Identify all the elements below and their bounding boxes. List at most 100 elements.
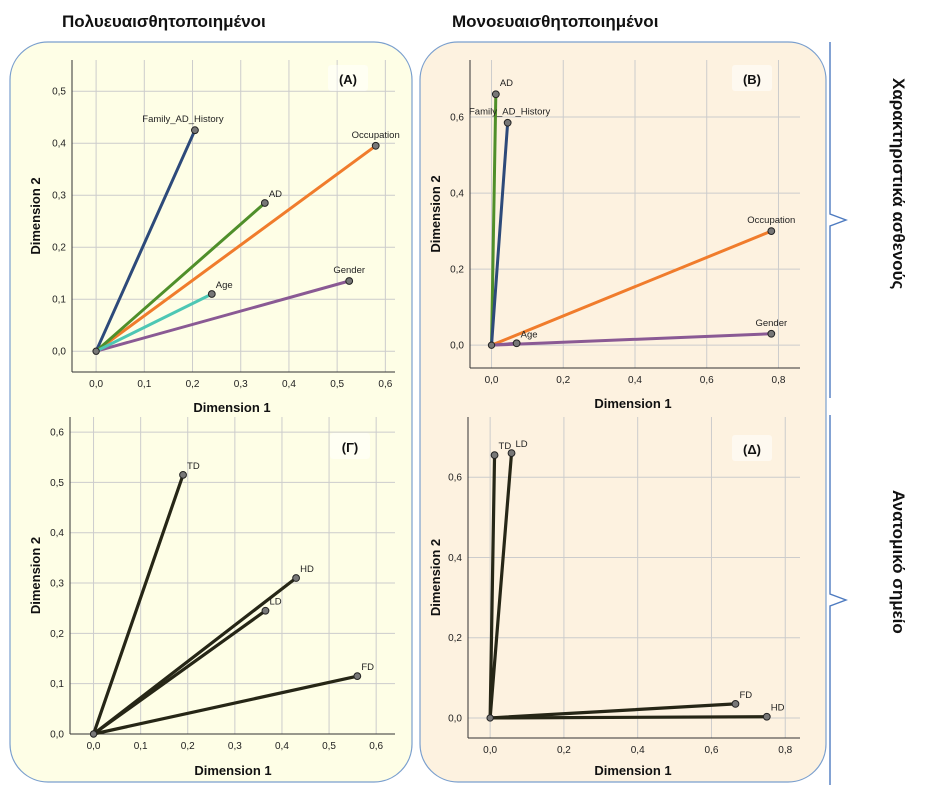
vector-line-td [488, 453, 497, 720]
x-tick-label: 0,4 [628, 375, 642, 386]
point-fd [731, 699, 740, 708]
point-fd [353, 672, 362, 681]
column-title-left: Πολυευαισθητοποιημένοι [62, 12, 266, 31]
point-label-ld: LD [269, 597, 281, 608]
y-tick-label: 0,6 [450, 113, 464, 124]
y-tick-label: 0,6 [448, 473, 462, 484]
point-occupation [767, 227, 776, 236]
vector-line-ad [490, 92, 498, 347]
y-tick-label: 0,1 [50, 679, 64, 690]
y-tick-label: 0,4 [52, 139, 66, 150]
panel-label-box [328, 65, 368, 91]
panel-label: (B) [743, 72, 761, 87]
vector-line-gender [94, 279, 351, 353]
x-tick-label: 0,5 [322, 741, 336, 752]
vector-line-occupation [490, 229, 773, 347]
vector-line-gender [490, 332, 773, 347]
y-tick-label: 0,0 [450, 341, 464, 352]
y-tick-label: 0,0 [448, 713, 462, 724]
point-ld [261, 606, 270, 615]
point-label-fd: FD [739, 690, 752, 701]
y-tick-label: 0,2 [448, 633, 462, 644]
x-tick-label: 0,8 [778, 745, 792, 756]
point-label-fd: FD [361, 662, 374, 673]
x-tick-label: 0,6 [369, 741, 383, 752]
y-tick-label: 0,2 [450, 265, 464, 276]
point-age [512, 339, 521, 348]
origin-point [486, 714, 494, 722]
x-tick-label: 0,3 [234, 379, 248, 390]
point-label-ad: AD [269, 189, 282, 200]
x-tick-label: 0,8 [772, 375, 786, 386]
point-family_ad_history [503, 118, 512, 127]
y-tick-label: 0,3 [50, 579, 64, 590]
y-tick-label: 0,5 [52, 87, 66, 98]
panel-right-background [419, 41, 827, 783]
x-tick-label: 0,2 [181, 741, 195, 752]
panel-label-box [732, 435, 772, 461]
chart-panel-4: 0,0 0,2 0,4 0,6 0,8 0,0 0,2 0,4 0,6 Dimension 1 Di… [428, 417, 800, 778]
vector-line-td [91, 473, 185, 736]
y-tick-label: 0,2 [50, 629, 64, 640]
point-age [207, 290, 216, 298]
point-label-gender: Gender [755, 318, 787, 329]
chart-panel-3: 0,0 0,1 0,2 0,3 0,4 0,5 0,6 0,0 0,1 0,2 0,3 0,4 0,5 0… [28, 417, 395, 778]
point-gender [767, 329, 776, 338]
y-axis-title: Dimension 2 [28, 537, 43, 614]
x-axis-title: Dimension 1 [594, 763, 671, 778]
chart-panel-1: 0,0 0,1 0,2 0,3 0,4 0,5 0,6 0,0 0,1 0,2 0,3 0,4 0,5 D… [28, 60, 400, 415]
point-label-gender: Gender [333, 265, 365, 276]
vector-line-fd [488, 702, 738, 720]
origin-point [89, 730, 98, 738]
point-ad [491, 90, 500, 99]
vector-line-hd [488, 715, 769, 720]
point-occupation [371, 141, 380, 150]
row-label-bottom: Ανατομικό σημείο [889, 490, 908, 634]
y-tick-label: 0,6 [50, 428, 64, 439]
vector-line-family_ad_history [94, 128, 197, 353]
y-tick-label: 0,5 [50, 478, 64, 489]
point-ld [507, 449, 516, 458]
vector-line-age [490, 341, 519, 347]
y-tick-label: 0,0 [52, 347, 66, 358]
point-hd [292, 574, 300, 582]
chart-panel-2: 0,0 0,2 0,4 0,6 0,8 0,0 0,2 0,4 0,6 Dimension 1 Di… [428, 60, 800, 411]
x-tick-label: 0,4 [631, 745, 645, 756]
y-tick-label: 0,4 [50, 528, 64, 539]
x-tick-label: 0,2 [556, 375, 570, 386]
y-tick-label: 0,2 [52, 243, 66, 254]
x-axis-title: Dimension 1 [594, 396, 671, 411]
point-td [179, 470, 187, 479]
point-label-family_ad_history: Family_AD_History [469, 107, 551, 118]
x-tick-label: 0,0 [89, 379, 103, 390]
x-tick-label: 0,6 [700, 375, 714, 386]
panel-label-box [330, 433, 370, 459]
point-ad [260, 199, 269, 207]
panel-label-box [732, 65, 772, 91]
x-tick-label: 0,3 [228, 741, 242, 752]
column-title-right: Μονοευαισθητοποιημένοι [452, 12, 659, 31]
panel-label: (Δ) [743, 442, 761, 457]
vector-line-ad [94, 201, 267, 353]
point-gender [345, 277, 354, 285]
x-tick-label: 0,0 [87, 741, 101, 752]
x-tick-label: 0,6 [705, 745, 719, 756]
point-td [490, 451, 499, 460]
origin-point [92, 347, 100, 355]
vector-line-age [94, 292, 214, 353]
y-tick-label: 0,3 [52, 191, 66, 202]
vector-line-ld [91, 609, 268, 736]
brace-bottom [829, 415, 848, 785]
point-label-td: TD [187, 461, 200, 472]
y-tick-label: 0,1 [52, 295, 66, 306]
origin-point [487, 341, 496, 349]
row-label-top: Χαρακτηριστικά ασθενούς [889, 78, 908, 290]
x-tick-label: 0,0 [483, 745, 497, 756]
y-axis-title: Dimension 2 [28, 177, 43, 254]
x-tick-label: 0,1 [134, 741, 148, 752]
point-label-ad: AD [500, 78, 513, 89]
x-axis-title: Dimension 1 [194, 763, 271, 778]
y-tick-label: 0,4 [448, 553, 462, 564]
point-label-hd: HD [771, 703, 785, 714]
